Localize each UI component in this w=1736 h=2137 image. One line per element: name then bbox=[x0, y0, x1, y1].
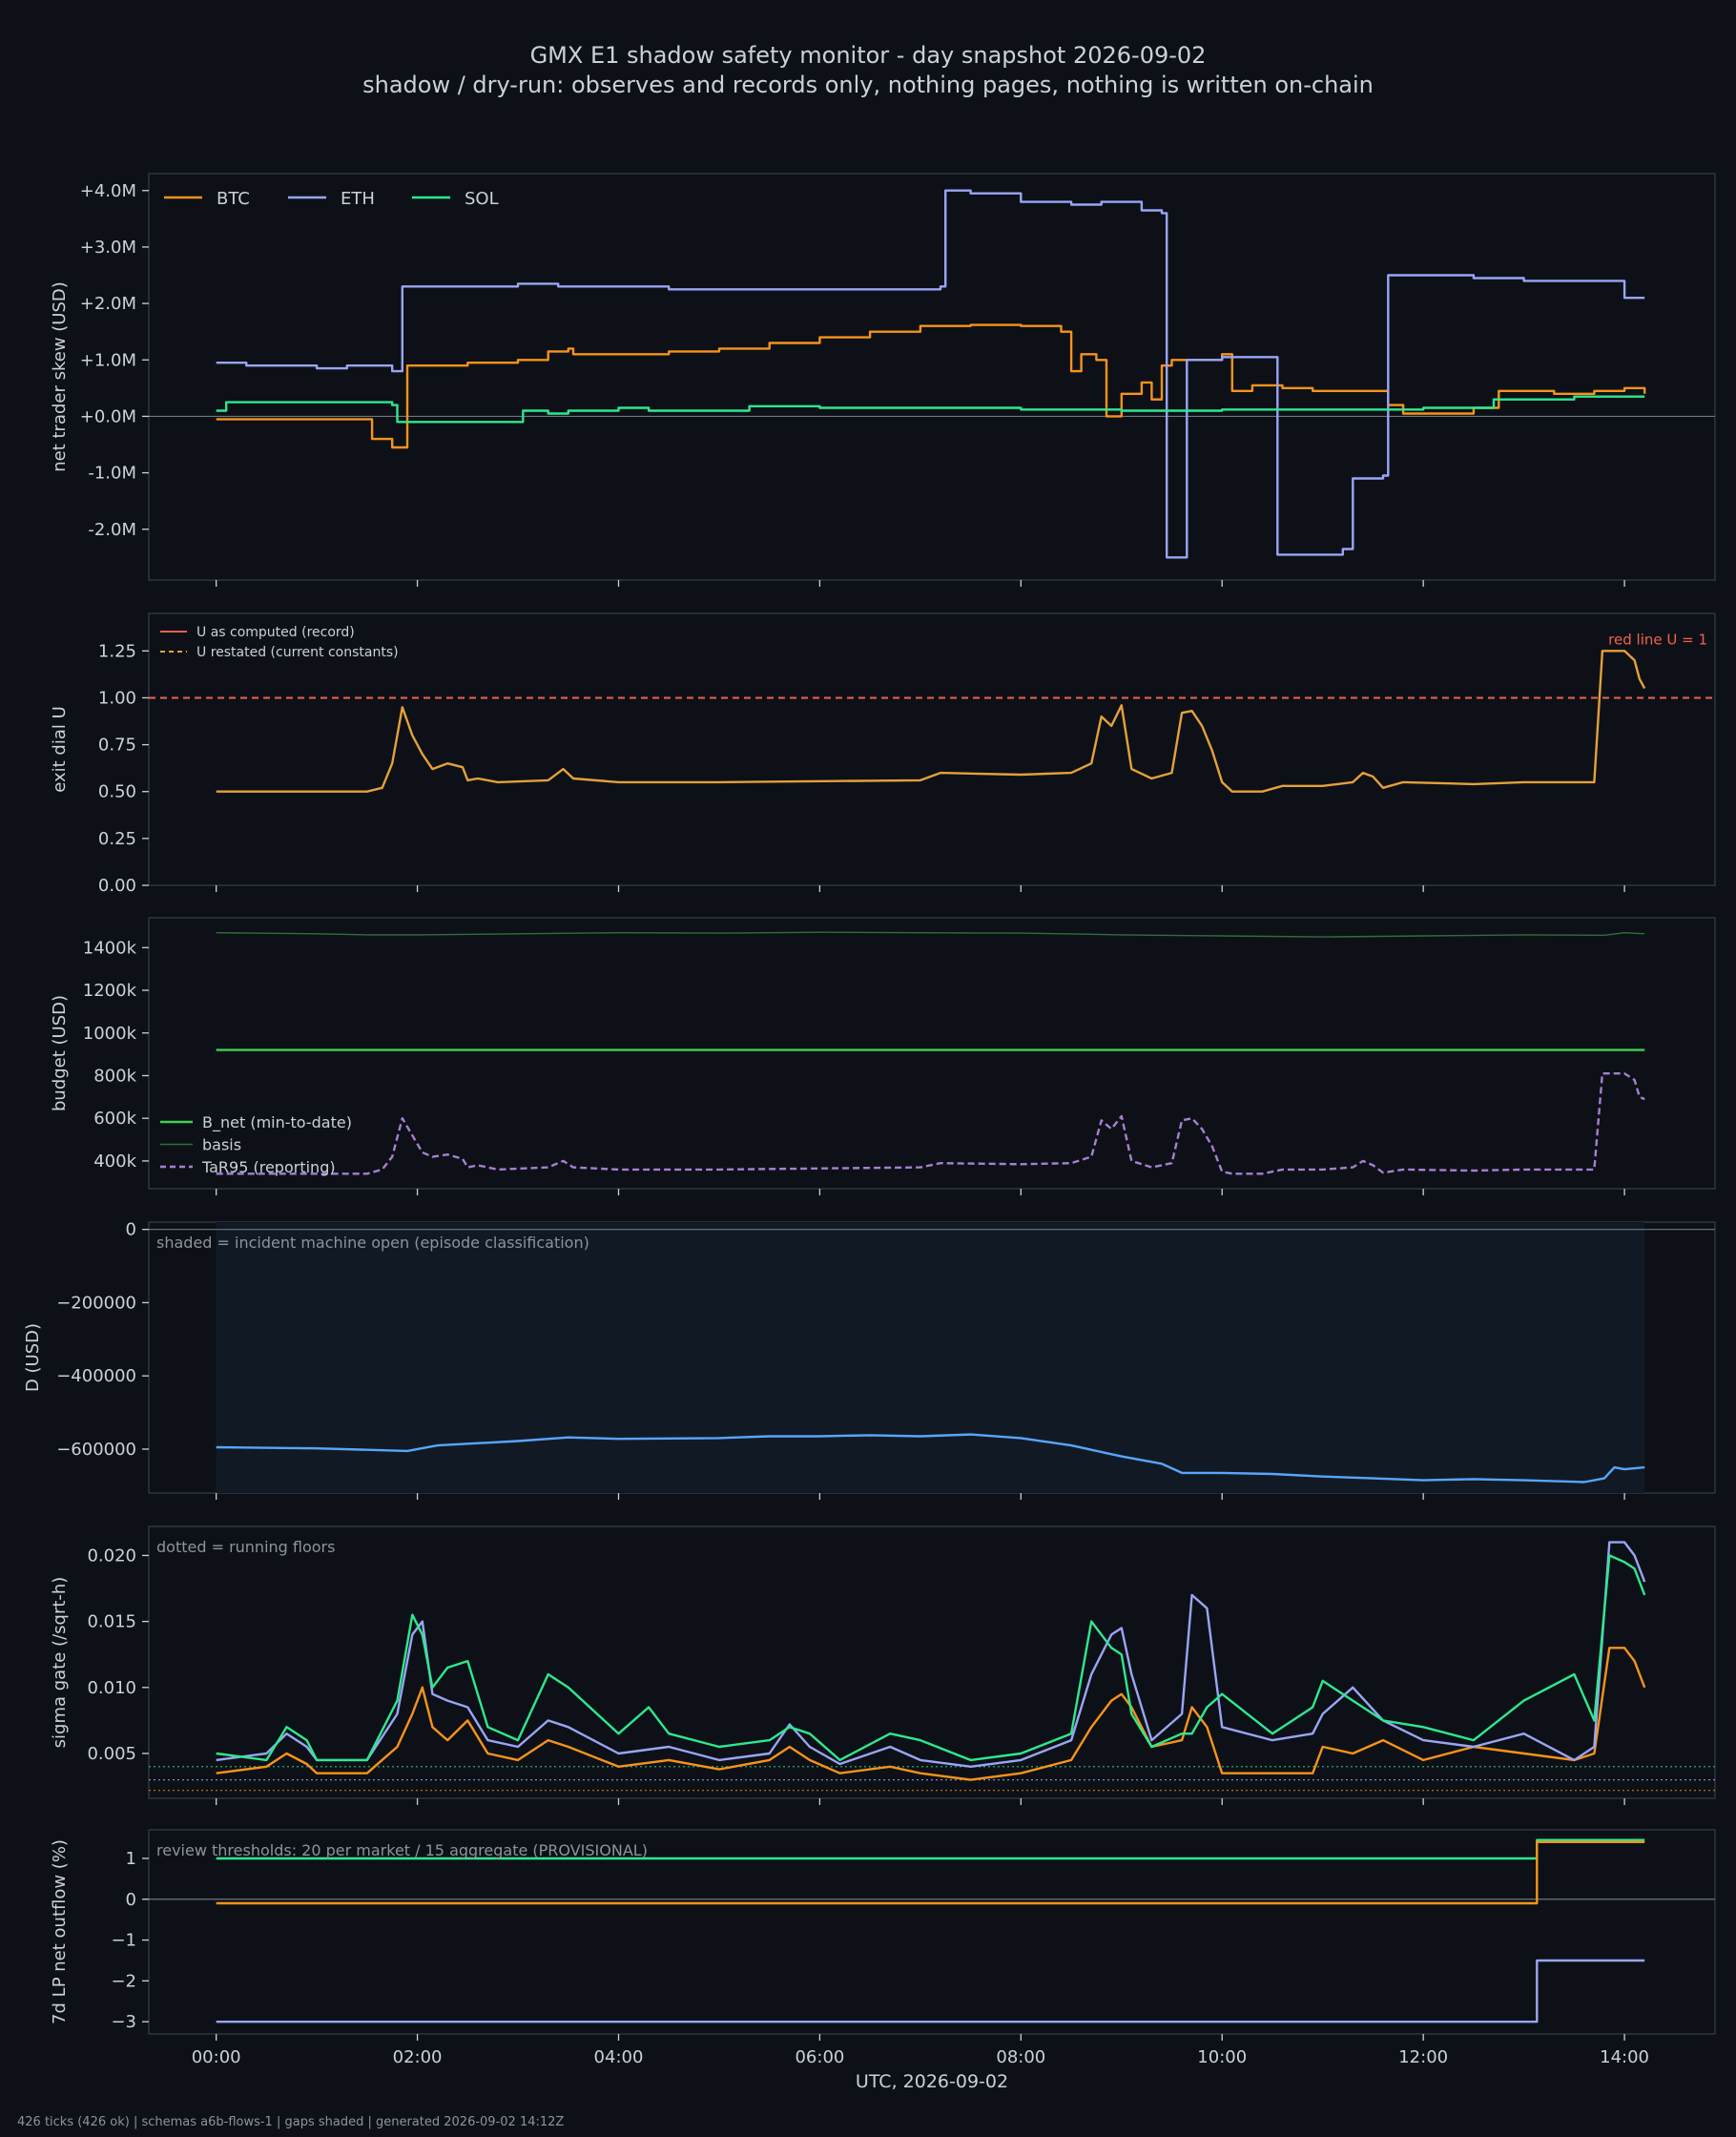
legend-label: U as computed (record) bbox=[196, 625, 355, 640]
series-line-eth bbox=[216, 1959, 1645, 2023]
panel-annotation: review thresholds: 20 per market / 15 ag… bbox=[156, 1841, 648, 1859]
series-line-tar95-reporting bbox=[216, 1072, 1645, 1175]
y-axis-label: exit dial U bbox=[50, 706, 70, 793]
y-tick-label: 0 bbox=[126, 1890, 136, 1910]
series-line-sol bbox=[216, 1554, 1646, 1762]
x-tick-label: 10:00 bbox=[1197, 2047, 1247, 2067]
y-tick-label: 1400k bbox=[83, 938, 137, 958]
y-axis-label: net trader skew (USD) bbox=[50, 281, 70, 472]
y-tick-label: 800k bbox=[93, 1066, 136, 1086]
y-tick-label: -2.0M bbox=[88, 520, 136, 540]
panels: -2.0M -1.0M +0.0M +1.0M +2.0M +3.0M +4.0M net t… bbox=[23, 173, 1716, 2067]
series-line-basis bbox=[216, 931, 1645, 938]
legend-label: TaR95 (reporting) bbox=[201, 1158, 336, 1176]
y-tick-label: −2 bbox=[111, 1971, 136, 1991]
figure-subtitle: shadow / dry-run: observes and records o… bbox=[362, 72, 1374, 98]
panel-frame bbox=[148, 1829, 1716, 2035]
footer-text: 426 ticks (426 ok) | schemas a6b-flows-1… bbox=[17, 2115, 564, 2129]
y-tick-label: 0.25 bbox=[98, 829, 136, 849]
y-tick-label: 1 bbox=[126, 1849, 136, 1869]
x-tick-label: 14:00 bbox=[1600, 2047, 1649, 2067]
panel-annotation: dotted = running floors bbox=[156, 1538, 335, 1556]
y-axis-label: D (USD) bbox=[23, 1323, 43, 1392]
y-tick-label: 0.00 bbox=[98, 876, 136, 896]
panel-lp_outflow: −3 −2 −1 0 1 00:00 02:00 04:00 06:00 08:00 10:00 12… bbox=[50, 1829, 1716, 2067]
series-line-btc bbox=[216, 1840, 1645, 1905]
y-tick-label: 0.005 bbox=[87, 1744, 136, 1764]
y-tick-label: −400000 bbox=[56, 1366, 136, 1386]
y-tick-label: −200000 bbox=[56, 1293, 136, 1313]
x-tick-label: 04:00 bbox=[594, 2047, 644, 2067]
y-axis-label: 7d LP net outflow (%) bbox=[50, 1839, 70, 2024]
series-line-btc bbox=[216, 1647, 1646, 1781]
y-tick-label: +2.0M bbox=[80, 294, 136, 314]
series-line-d bbox=[216, 1433, 1645, 1483]
x-tick-label: 02:00 bbox=[393, 2047, 443, 2067]
red-line-label: red line U = 1 bbox=[1608, 631, 1707, 648]
legend-label: SOL bbox=[465, 189, 499, 209]
series-line-btc bbox=[216, 323, 1646, 449]
legend-label: BTC bbox=[217, 189, 250, 209]
legend-label: U restated (current constants) bbox=[196, 645, 399, 660]
y-tick-label: 1.00 bbox=[98, 688, 136, 708]
y-tick-label: −1 bbox=[111, 1931, 136, 1951]
y-tick-label: −3 bbox=[111, 2012, 136, 2032]
y-tick-label: 1000k bbox=[83, 1024, 137, 1044]
y-tick-label: +0.0M bbox=[80, 406, 136, 426]
x-tick-label: 00:00 bbox=[192, 2047, 241, 2067]
y-tick-label: 600k bbox=[93, 1109, 136, 1129]
y-tick-label: 0.010 bbox=[87, 1678, 136, 1698]
y-tick-label: +4.0M bbox=[80, 181, 136, 201]
panel-annotation: shaded = incident machine open (episode … bbox=[156, 1234, 589, 1252]
series-line-sol bbox=[216, 395, 1645, 424]
x-tick-label: 08:00 bbox=[996, 2047, 1045, 2067]
y-axis-label: budget (USD) bbox=[50, 995, 70, 1111]
y-tick-label: 0.50 bbox=[98, 782, 136, 802]
y-tick-label: 1200k bbox=[83, 981, 137, 1001]
y-tick-label: 1.25 bbox=[98, 641, 136, 661]
incident-shade bbox=[216, 1222, 1645, 1493]
series-line-eth bbox=[216, 1541, 1646, 1768]
y-tick-label: 0.75 bbox=[98, 736, 136, 756]
panel-skew: -2.0M -1.0M +0.0M +1.0M +2.0M +3.0M +4.0M net t… bbox=[50, 173, 1716, 587]
y-tick-label: +1.0M bbox=[80, 350, 136, 370]
y-tick-label: 0.020 bbox=[87, 1546, 136, 1566]
panel-drawdown: −600000 −400000 −200000 0 D (USD) shaded = in… bbox=[23, 1220, 1716, 1500]
series-line-eth bbox=[216, 189, 1645, 559]
panel-budget: 400k 600k 800k 1000k 1200k 1400k budget (USD) B… bbox=[50, 917, 1716, 1195]
legend-label: B_net (min-to-date) bbox=[202, 1113, 352, 1132]
legend-label: ETH bbox=[341, 189, 375, 209]
x-tick-label: 12:00 bbox=[1398, 2047, 1448, 2067]
x-tick-label: 06:00 bbox=[795, 2047, 844, 2067]
y-tick-label: −600000 bbox=[56, 1440, 136, 1460]
panel-frame bbox=[148, 173, 1716, 581]
panel-frame bbox=[148, 612, 1716, 886]
y-tick-label: 0 bbox=[126, 1220, 136, 1240]
y-tick-label: +3.0M bbox=[80, 238, 136, 258]
figure-title: GMX E1 shadow safety monitor - day snaps… bbox=[530, 42, 1207, 69]
legend-label: basis bbox=[202, 1136, 241, 1154]
panel-sigma: 0.005 0.010 0.015 0.020 sigma gate (/sqrt-h)… bbox=[50, 1525, 1716, 1805]
y-tick-label: -1.0M bbox=[88, 464, 136, 484]
panel-frame bbox=[148, 917, 1716, 1190]
y-tick-label: 0.015 bbox=[87, 1612, 136, 1632]
x-axis-label: UTC, 2026-09-02 bbox=[856, 2071, 1008, 2092]
panel-exit_dial: red line U = 1 0.00 0.25 0.50 0.75 1.00 1.25 ex… bbox=[50, 612, 1716, 896]
series-line-u-as-computed-record bbox=[216, 650, 1646, 793]
y-axis-label: sigma gate (/sqrt-h) bbox=[50, 1577, 70, 1749]
y-tick-label: 400k bbox=[93, 1151, 136, 1172]
